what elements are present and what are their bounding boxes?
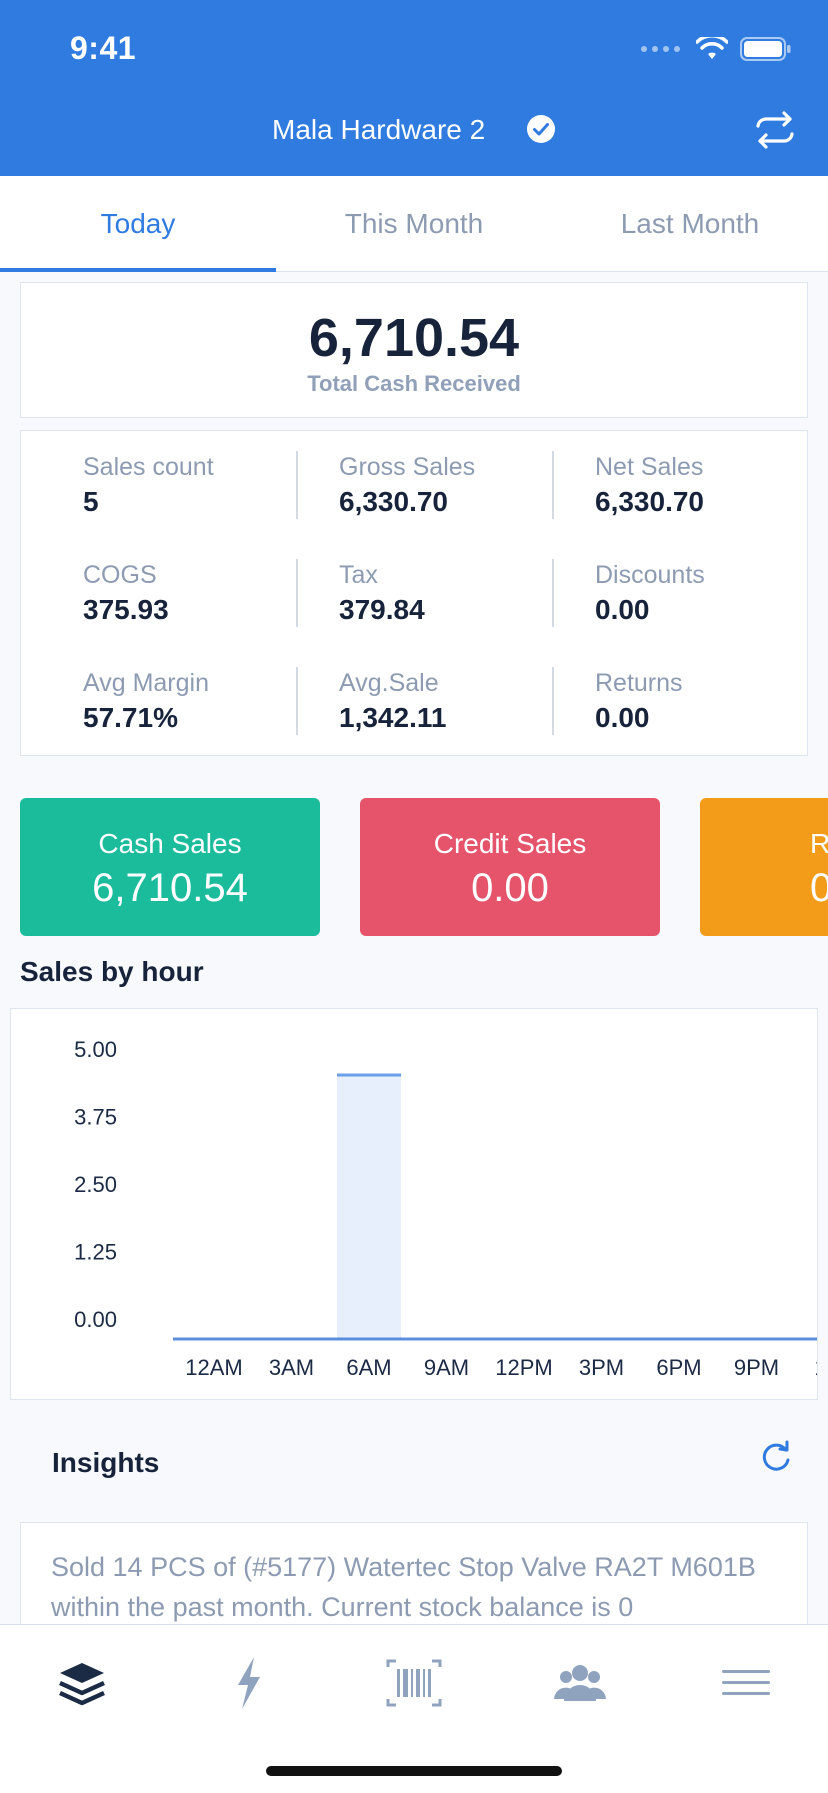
sales-stats-card: Sales count 5 Gross Sales 6,330.70 Net S… xyxy=(20,430,808,756)
refresh-icon[interactable] xyxy=(756,1438,796,1478)
status-time: 9:41 xyxy=(70,30,137,66)
total-cash-value: 6,710.54 xyxy=(308,308,520,368)
home-indicator xyxy=(266,1766,562,1776)
divider xyxy=(552,667,554,735)
y-tick-label: 3.75 xyxy=(74,1105,117,1130)
store-name[interactable]: Mala Hardware 2 xyxy=(272,114,486,145)
app-header: 9:41 Mala Hardware 2 xyxy=(0,0,828,176)
stat-value: 1,342.11 xyxy=(339,702,447,733)
lightning-icon[interactable] xyxy=(218,1653,278,1713)
sales-by-hour-chart: 5.00 3.75 2.50 1.25 0.00 12AM 3AM 6AM 9AM 12PM 3PM… xyxy=(10,1008,818,1400)
stat-value: 0.00 xyxy=(595,594,650,625)
total-cash-card: 6,710.54 Total Cash Received xyxy=(20,282,808,418)
tile-label: Cash Sales xyxy=(98,828,242,859)
divider xyxy=(296,559,298,627)
tab-last-month[interactable]: Last Month xyxy=(620,208,760,239)
stat-value: 379.84 xyxy=(339,594,425,625)
stat-label: Avg.Sale xyxy=(339,669,439,697)
stat-value: 6,330.70 xyxy=(339,486,448,517)
x-tick-label: 6PM xyxy=(656,1355,701,1380)
period-tabs: Today This Month Last Month xyxy=(0,176,828,272)
stat-label: Sales count xyxy=(83,453,214,481)
x-tick-label: 3PM xyxy=(579,1355,624,1380)
sales-by-hour-title: Sales by hour xyxy=(20,956,204,987)
y-tick-label: 5.00 xyxy=(74,1037,117,1062)
divider xyxy=(296,667,298,735)
stat-value: 5 xyxy=(83,486,99,517)
tile-value: 6,710.54 xyxy=(92,866,248,910)
bottom-nav xyxy=(0,1624,828,1793)
y-tick-label: 2.50 xyxy=(74,1172,117,1197)
credit-sales-tile[interactable]: Credit Sales 0.00 xyxy=(360,798,660,936)
tile-label: Credit Sales xyxy=(433,828,587,859)
stat-avg-margin: Avg Margin 57.71% xyxy=(83,669,313,734)
stat-value: 375.93 xyxy=(83,594,169,625)
stat-net-sales: Net Sales 6,330.70 xyxy=(595,453,825,518)
stat-label: Discounts xyxy=(595,561,705,589)
bar[interactable] xyxy=(337,1075,401,1339)
cash-sales-tile[interactable]: Cash Sales 6,710.54 xyxy=(20,798,320,936)
divider xyxy=(296,451,298,519)
x-tick-label: 12PM xyxy=(495,1355,552,1380)
divider xyxy=(552,451,554,519)
tile-value: 0 xyxy=(810,866,828,910)
x-tick-label: 12AM xyxy=(185,1355,242,1380)
x-tick-label: 9PM xyxy=(734,1355,779,1380)
stat-value: 6,330.70 xyxy=(595,486,704,517)
stat-value: 0.00 xyxy=(595,702,650,733)
stat-avg-sale: Avg.Sale 1,342.11 xyxy=(339,669,569,734)
stat-label: Avg Margin xyxy=(83,669,209,697)
wifi-icon xyxy=(696,37,728,59)
insight-text: Sold 14 PCS of (#5177) Watertec Stop Val… xyxy=(51,1552,756,1622)
stat-label: Gross Sales xyxy=(339,453,476,481)
x-tick-label: 3AM xyxy=(269,1355,314,1380)
y-tick-label: 0.00 xyxy=(74,1307,117,1332)
barcode-icon[interactable] xyxy=(384,1653,444,1713)
users-icon[interactable] xyxy=(550,1653,610,1713)
x-tick-label: 9AM xyxy=(424,1355,469,1380)
stat-cogs: COGS 375.93 xyxy=(83,561,313,626)
divider xyxy=(552,559,554,627)
status-icons xyxy=(641,36,792,62)
stat-tax: Tax 379.84 xyxy=(339,561,569,626)
stat-discounts: Discounts 0.00 xyxy=(595,561,825,626)
stat-label: COGS xyxy=(83,561,157,589)
y-tick-label: 1.25 xyxy=(74,1240,117,1265)
total-cash-label: Total Cash Received xyxy=(307,371,521,396)
stat-label: Tax xyxy=(339,561,378,589)
stat-value: 57.71% xyxy=(83,702,178,733)
stat-sales-count: Sales count 5 xyxy=(83,453,313,518)
stat-gross-sales: Gross Sales 6,330.70 xyxy=(339,453,569,518)
menu-icon[interactable] xyxy=(716,1653,776,1713)
verified-check-icon xyxy=(527,115,555,143)
sales-tiles-carousel[interactable]: Cash Sales 6,710.54 Credit Sales 0.00 Re… xyxy=(0,796,828,938)
stat-label: Returns xyxy=(595,669,683,697)
battery-icon xyxy=(740,37,791,61)
cellular-signal-icon xyxy=(641,46,680,52)
tab-today[interactable]: Today xyxy=(0,176,276,272)
stat-returns: Returns 0.00 xyxy=(595,669,825,734)
stat-label: Net Sales xyxy=(595,453,704,481)
receivables-tile[interactable]: Rec 0 xyxy=(700,798,828,936)
chart-svg: 5.00 3.75 2.50 1.25 0.00 12AM 3AM 6AM 9AM 12PM 3PM… xyxy=(74,1037,818,1380)
insights-title: Insights xyxy=(52,1447,160,1478)
switch-store-icon[interactable] xyxy=(752,110,798,150)
layers-icon[interactable] xyxy=(52,1653,112,1713)
tile-label: Rec xyxy=(810,828,828,859)
x-tick-label: 6AM xyxy=(346,1355,391,1380)
x-tick-label: 12P xyxy=(814,1355,818,1380)
tile-value: 0.00 xyxy=(471,866,549,910)
tab-this-month[interactable]: This Month xyxy=(344,208,484,239)
